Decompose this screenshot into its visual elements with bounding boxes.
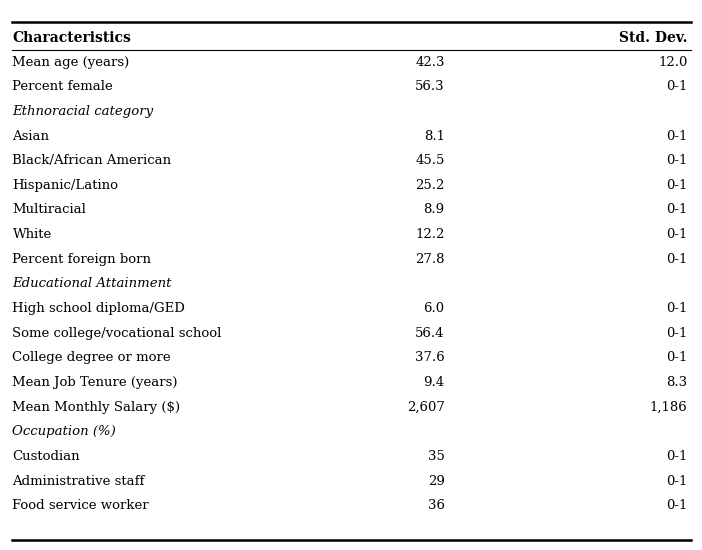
Text: Some college/vocational school: Some college/vocational school	[13, 327, 222, 340]
Text: 12.0: 12.0	[658, 56, 687, 69]
Text: 0-1: 0-1	[666, 302, 687, 315]
Text: Asian: Asian	[13, 130, 49, 142]
Text: 27.8: 27.8	[415, 253, 444, 266]
Text: Mean age (years): Mean age (years)	[13, 56, 130, 69]
Text: Std. Dev.: Std. Dev.	[619, 31, 687, 45]
Text: 0-1: 0-1	[666, 204, 687, 217]
Text: 12.2: 12.2	[416, 228, 444, 241]
Text: 29: 29	[428, 475, 444, 488]
Text: 8.9: 8.9	[423, 204, 444, 217]
Text: 45.5: 45.5	[416, 154, 444, 167]
Text: Administrative staff: Administrative staff	[13, 475, 145, 488]
Text: Percent foreign born: Percent foreign born	[13, 253, 152, 266]
Text: 36: 36	[428, 499, 444, 512]
Text: 56.4: 56.4	[415, 327, 444, 340]
Text: Characteristics: Characteristics	[13, 31, 131, 45]
Text: Hispanic/Latino: Hispanic/Latino	[13, 179, 119, 192]
Text: Food service worker: Food service worker	[13, 499, 149, 512]
Text: 37.6: 37.6	[415, 351, 444, 364]
Text: 0-1: 0-1	[666, 80, 687, 94]
Text: 25.2: 25.2	[416, 179, 444, 192]
Text: Black/African American: Black/African American	[13, 154, 171, 167]
Text: 6.0: 6.0	[423, 302, 444, 315]
Text: Educational Attainment: Educational Attainment	[13, 277, 172, 290]
Text: Mean Job Tenure (years): Mean Job Tenure (years)	[13, 376, 178, 389]
Text: 42.3: 42.3	[415, 56, 444, 69]
Text: 0-1: 0-1	[666, 475, 687, 488]
Text: 2,607: 2,607	[406, 400, 444, 414]
Text: Multiracial: Multiracial	[13, 204, 86, 217]
Text: Occupation (%): Occupation (%)	[13, 425, 117, 438]
Text: 56.3: 56.3	[415, 80, 444, 94]
Text: 0-1: 0-1	[666, 450, 687, 463]
Text: 0-1: 0-1	[666, 130, 687, 142]
Text: 0-1: 0-1	[666, 327, 687, 340]
Text: 1,186: 1,186	[649, 400, 687, 414]
Text: 8.1: 8.1	[423, 130, 444, 142]
Text: 0-1: 0-1	[666, 499, 687, 512]
Text: Mean Monthly Salary ($): Mean Monthly Salary ($)	[13, 400, 180, 414]
Text: 8.3: 8.3	[666, 376, 687, 389]
Text: White: White	[13, 228, 52, 241]
Text: 9.4: 9.4	[423, 376, 444, 389]
Text: 0-1: 0-1	[666, 228, 687, 241]
Text: Percent female: Percent female	[13, 80, 113, 94]
Text: Ethnoracial category: Ethnoracial category	[13, 105, 154, 118]
Text: Custodian: Custodian	[13, 450, 80, 463]
Text: 0-1: 0-1	[666, 351, 687, 364]
Text: High school diploma/GED: High school diploma/GED	[13, 302, 185, 315]
Text: 0-1: 0-1	[666, 179, 687, 192]
Text: College degree or more: College degree or more	[13, 351, 171, 364]
Text: 35: 35	[428, 450, 444, 463]
Text: 0-1: 0-1	[666, 154, 687, 167]
Text: 0-1: 0-1	[666, 253, 687, 266]
